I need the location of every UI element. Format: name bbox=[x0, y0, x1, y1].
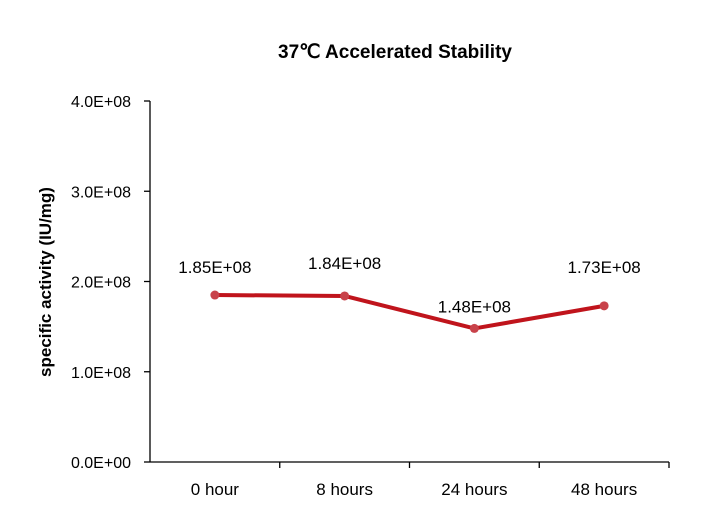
data-point bbox=[340, 291, 350, 301]
y-ticks: 0.0E+00 1.0E+08 2.0E+08 3.0E+08 4.0E+08 bbox=[71, 94, 150, 472]
y-tick-label: 2.0E+08 bbox=[71, 275, 131, 292]
y-axis-label: specific activity (IU/mg) bbox=[36, 187, 55, 377]
data-label: 1.84E+08 bbox=[308, 254, 381, 273]
x-tick-label: 48 hours bbox=[571, 480, 637, 499]
x-tick-label: 0 hour bbox=[191, 480, 240, 499]
y-tick-label: 4.0E+08 bbox=[71, 94, 131, 111]
data-label: 1.73E+08 bbox=[567, 258, 640, 277]
x-tick-label: 8 hours bbox=[316, 480, 373, 499]
data-label: 1.48E+08 bbox=[438, 297, 511, 316]
data-label: 1.85E+08 bbox=[178, 258, 251, 277]
x-ticks: 0 hour 8 hours 24 hours 48 hours bbox=[191, 462, 670, 499]
data-point bbox=[469, 323, 479, 333]
data-point bbox=[599, 301, 609, 311]
y-tick-label: 3.0E+08 bbox=[71, 184, 131, 201]
chart-title: 37℃ Accelerated Stability bbox=[278, 42, 512, 63]
series-line bbox=[212, 293, 607, 331]
y-tick-label: 1.0E+08 bbox=[71, 365, 131, 382]
y-tick-label: 0.0E+00 bbox=[71, 455, 131, 472]
x-tick-label: 24 hours bbox=[441, 480, 507, 499]
series-group: 1.85E+08 1.84E+08 1.48E+08 1.73E+08 bbox=[178, 254, 641, 333]
data-point bbox=[210, 290, 220, 300]
